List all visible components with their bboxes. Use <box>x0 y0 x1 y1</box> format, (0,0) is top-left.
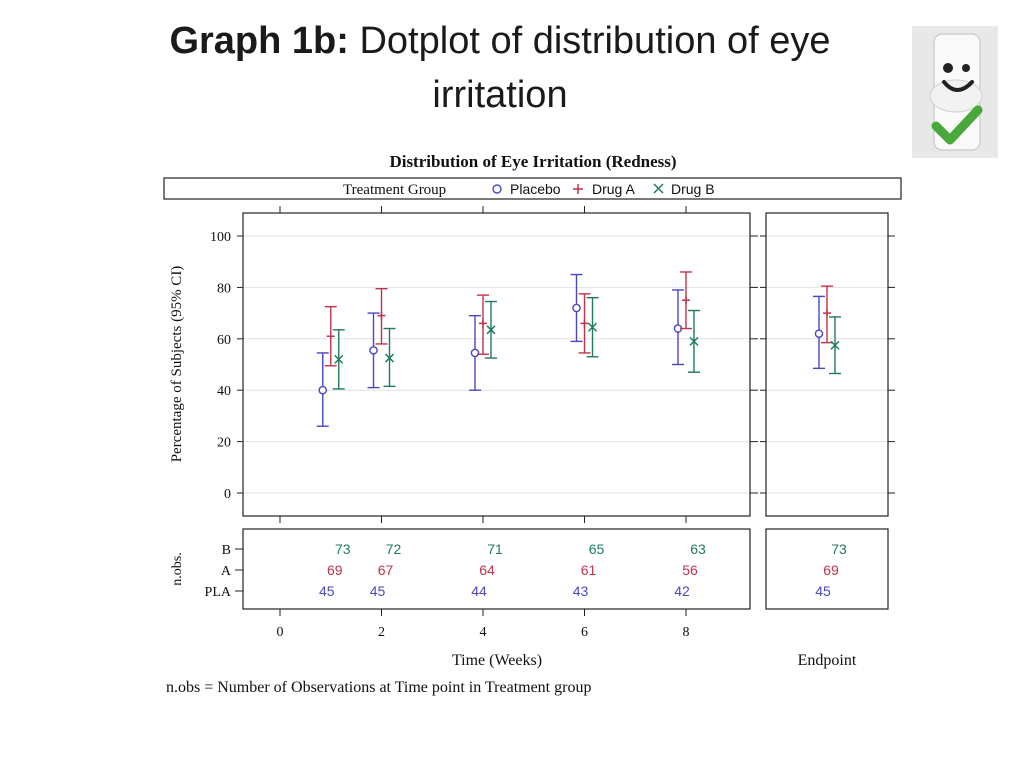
placebo-week-6-point <box>572 303 581 313</box>
drug-a-week-4-point <box>479 319 487 328</box>
legend-drug-b-label: Drug B <box>671 181 715 197</box>
nobs-value: 56 <box>682 562 698 578</box>
nobs-main-frame <box>242 528 751 610</box>
mascot-graphic <box>912 26 998 158</box>
nobs-axis-label: n.obs. <box>170 552 185 585</box>
placebo-week-4-point <box>470 348 480 358</box>
nobs-value: 44 <box>471 583 487 599</box>
nobs-value: 45 <box>319 583 335 599</box>
series-layer <box>316 271 841 427</box>
nobs-row-label: B <box>222 543 231 558</box>
y-tick-label: 20 <box>217 436 231 451</box>
slide-title-rest: Dotplot of distribution of eye <box>359 20 831 62</box>
chart-footnote: n.obs = Number of Observations at Time p… <box>166 679 591 696</box>
nobs-layer: B 73 72 71 65 63 73 A 69 67 64 61 56 69 PLA 45 45 44 43 42 4… <box>205 541 847 600</box>
legend-title: Treatment Group <box>343 182 446 198</box>
y-tick-label: 40 <box>217 384 231 399</box>
drug-a-week-2-point <box>377 311 386 320</box>
main-gridlines <box>243 235 750 494</box>
main-plot-frame <box>242 212 751 517</box>
slide-title-line1: Graph 1b: Dotplot of distribution of eye <box>100 14 900 68</box>
nobs-value: 43 <box>573 583 589 599</box>
y-tick-label: 80 <box>217 281 231 296</box>
drug-b-week-4-point <box>486 325 496 335</box>
legend-plus-marker <box>573 184 583 194</box>
placebo-week-2-point <box>369 346 378 355</box>
x-tick-label: 0 <box>277 625 284 640</box>
drug-b-week-6-point <box>587 322 598 332</box>
drug-b-week-2-point <box>384 353 395 363</box>
nobs-value: 45 <box>370 583 386 599</box>
nobs-row-label: PLA <box>205 585 232 600</box>
nobs-value: 65 <box>589 541 605 557</box>
x-tick-label: 6 <box>581 625 588 640</box>
nobs-endpoint-frame <box>765 528 889 610</box>
drug-a-week-6-point <box>580 319 589 328</box>
nobs-row-label: A <box>221 564 232 579</box>
nobs-value: 64 <box>479 562 495 578</box>
y-tick-label: 100 <box>210 230 231 245</box>
legend-drug-a-label: Drug A <box>592 181 635 197</box>
drug-b-week-8-point <box>689 336 699 346</box>
x-tick-label: 2 <box>378 625 385 640</box>
legend-x-marker <box>653 183 664 194</box>
nobs-endpoint-value: 45 <box>815 583 831 599</box>
drug-a-week-8-point <box>682 296 690 305</box>
nobs-value: 42 <box>674 583 690 599</box>
endpoint-gridlines <box>766 235 888 494</box>
x-axis: 0 2 4 6 8 <box>277 206 690 640</box>
y-tick-label: 0 <box>224 487 231 502</box>
endpoint-plot-frame <box>765 212 889 517</box>
nobs-value: 63 <box>690 541 706 557</box>
nobs-endpoint-value: 69 <box>823 562 839 578</box>
legend-circle-marker <box>492 184 502 194</box>
nobs-value: 69 <box>327 562 343 578</box>
endpoint-axis-label: Endpoint <box>798 652 857 669</box>
nobs-value: 67 <box>378 562 394 578</box>
slide-title-line2: irritation <box>432 74 568 116</box>
drug-b-week-1-point <box>334 354 344 364</box>
drug-a-endpoint-point <box>823 309 831 318</box>
chart-title: Distribution of Eye Irritation (Redness) <box>389 152 676 171</box>
slide-title: Graph 1b: Dotplot of distribution of eye… <box>100 14 900 122</box>
chart-legend: Treatment Group Placebo Drug A Drug B <box>163 177 902 200</box>
slide-title-bold: Graph 1b: <box>169 20 349 62</box>
legend-placebo-label: Placebo <box>510 181 561 197</box>
drug-a-week-1-point <box>326 332 335 341</box>
smiley-checkmark-mascot-icon <box>912 26 998 158</box>
x-axis-label: Time (Weeks) <box>452 652 542 669</box>
y-axis: 0 20 40 60 80 100 <box>210 230 895 502</box>
y-axis-label: Percentage of Subjects (95% CI) <box>169 266 185 463</box>
nobs-value: 61 <box>581 562 597 578</box>
legend-box <box>163 177 902 200</box>
placebo-endpoint-point <box>814 329 824 338</box>
nobs-value: 73 <box>335 541 351 557</box>
nobs-value: 72 <box>386 541 402 557</box>
nobs-endpoint-value: 73 <box>831 541 847 557</box>
drug-b-endpoint-point <box>830 340 840 350</box>
y-tick-label: 60 <box>217 333 231 348</box>
nobs-value: 71 <box>487 541 503 557</box>
placebo-week-1-point <box>318 385 328 395</box>
x-tick-label: 4 <box>480 625 487 640</box>
x-tick-label: 8 <box>683 625 690 640</box>
